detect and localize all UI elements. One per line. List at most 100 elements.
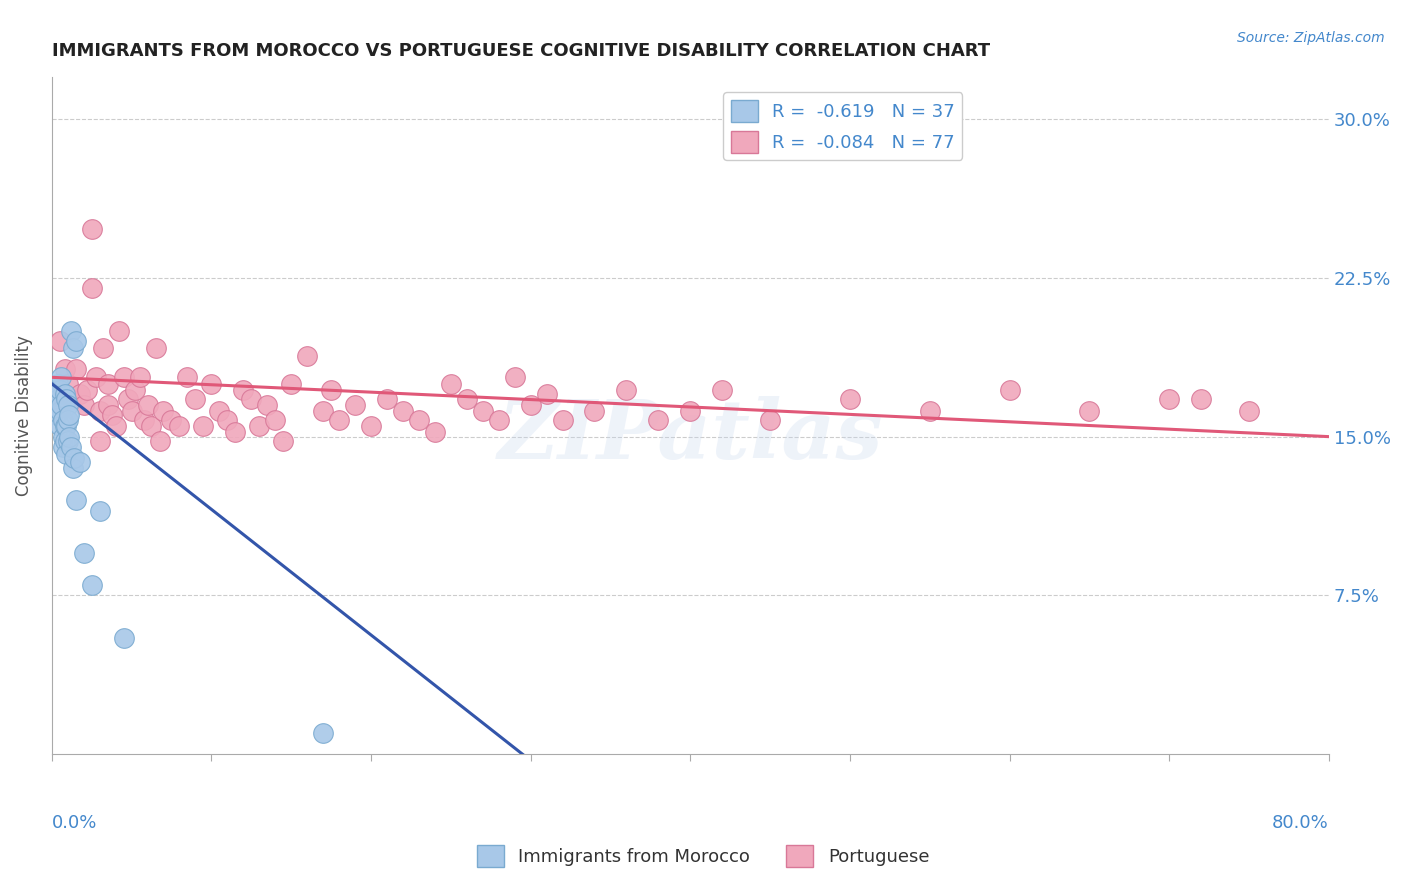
Point — [80, 281, 103, 295]
Point — [69, 387, 91, 401]
Text: ZIPatlas: ZIPatlas — [498, 396, 883, 475]
Point — [647, 412, 669, 426]
Point — [1159, 392, 1181, 406]
Point — [375, 392, 398, 406]
Point — [312, 726, 335, 740]
Point — [69, 455, 91, 469]
Point — [97, 376, 120, 391]
Point — [58, 409, 80, 423]
Point — [344, 398, 367, 412]
Point — [169, 419, 191, 434]
Point — [48, 404, 70, 418]
Point — [91, 341, 114, 355]
Point — [89, 504, 111, 518]
Text: IMMIGRANTS FROM MOROCCO VS PORTUGUESE COGNITIVE DISABILITY CORRELATION CHART: IMMIGRANTS FROM MOROCCO VS PORTUGUESE CO… — [52, 42, 990, 60]
Legend: R =  -0.619   N = 37, R =  -0.084   N = 77: R = -0.619 N = 37, R = -0.084 N = 77 — [724, 93, 962, 160]
Point — [48, 383, 70, 397]
Point — [56, 376, 79, 391]
Text: 0.0%: 0.0% — [52, 814, 97, 831]
Point — [280, 376, 302, 391]
Point — [145, 341, 167, 355]
Point — [97, 398, 120, 412]
Point — [247, 419, 270, 434]
Point — [184, 392, 207, 406]
Point — [328, 412, 350, 426]
Point — [48, 334, 70, 349]
Point — [65, 493, 87, 508]
Point — [838, 392, 860, 406]
Text: Source: ZipAtlas.com: Source: ZipAtlas.com — [1237, 31, 1385, 45]
Point — [76, 383, 98, 397]
Point — [55, 392, 77, 406]
Point — [423, 425, 446, 440]
Point — [360, 419, 382, 434]
Point — [295, 349, 318, 363]
Point — [440, 376, 463, 391]
Point — [56, 398, 79, 412]
Point — [45, 409, 67, 423]
Point — [112, 631, 135, 645]
Point — [46, 392, 69, 406]
Point — [55, 446, 77, 460]
Point — [217, 412, 239, 426]
Point — [112, 370, 135, 384]
Text: 80.0%: 80.0% — [1272, 814, 1329, 831]
Point — [59, 440, 82, 454]
Point — [271, 434, 294, 448]
Point — [392, 404, 415, 418]
Point — [1078, 404, 1101, 418]
Point — [53, 434, 76, 448]
Point — [711, 383, 734, 397]
Point — [86, 370, 108, 384]
Point — [59, 324, 82, 338]
Point — [52, 429, 75, 443]
Point — [134, 412, 156, 426]
Point — [232, 383, 254, 397]
Point — [503, 370, 526, 384]
Point — [124, 383, 146, 397]
Point — [55, 419, 77, 434]
Point — [52, 412, 75, 426]
Point — [65, 362, 87, 376]
Point — [136, 398, 159, 412]
Point — [152, 404, 174, 418]
Point — [104, 419, 127, 434]
Point — [65, 334, 87, 349]
Point — [51, 398, 73, 412]
Point — [62, 341, 84, 355]
Point — [312, 404, 335, 418]
Point — [224, 425, 246, 440]
Point — [53, 419, 76, 434]
Point — [918, 404, 941, 418]
Point — [583, 404, 606, 418]
Point — [208, 404, 231, 418]
Point — [616, 383, 638, 397]
Point — [63, 450, 86, 465]
Point — [176, 370, 198, 384]
Point — [551, 412, 574, 426]
Point — [160, 412, 183, 426]
Point — [759, 412, 782, 426]
Point — [51, 370, 73, 384]
Point — [1237, 404, 1260, 418]
Point — [488, 412, 510, 426]
Point — [53, 387, 76, 401]
Point — [536, 387, 558, 401]
Point — [56, 412, 79, 426]
Point — [89, 404, 111, 418]
Point — [117, 392, 139, 406]
Point — [46, 376, 69, 391]
Point — [679, 404, 702, 418]
Point — [58, 429, 80, 443]
Point — [80, 578, 103, 592]
Point — [149, 434, 172, 448]
Point — [264, 412, 287, 426]
Point — [319, 383, 342, 397]
Point — [139, 419, 162, 434]
Point — [456, 392, 478, 406]
Point — [45, 396, 67, 410]
Y-axis label: Cognitive Disability: Cognitive Disability — [15, 335, 32, 496]
Point — [200, 376, 222, 391]
Point — [53, 362, 76, 376]
Point — [121, 404, 143, 418]
